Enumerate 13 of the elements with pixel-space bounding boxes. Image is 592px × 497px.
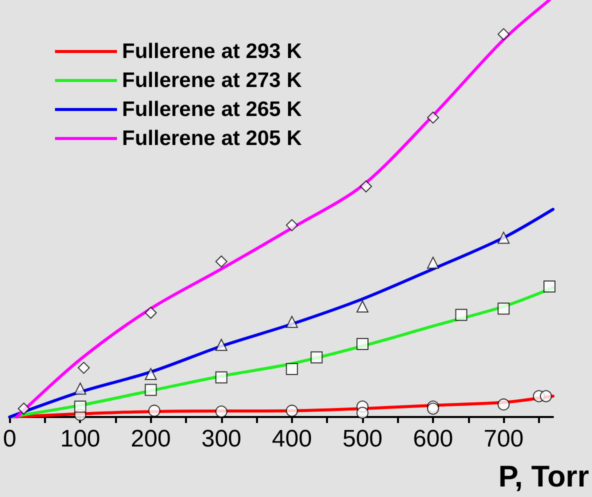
legend-label: Fullerene at 273 K	[122, 69, 302, 92]
x-tick-label: 100	[60, 426, 100, 452]
x-tick-label: 600	[413, 426, 454, 452]
x-axis-title: P, Torr	[498, 460, 590, 494]
x-tick-label: 300	[201, 426, 242, 452]
legend-label: Fullerene at 205 K	[122, 127, 302, 150]
legend-label: Fullerene at 265 K	[122, 98, 302, 121]
x-tick-label: 0	[2, 426, 16, 452]
x-tick-label: 700	[484, 426, 524, 452]
legend-label: Fullerene at 293 K	[122, 40, 302, 63]
x-tick-label: 500	[342, 426, 383, 452]
x-tick-label: 200	[130, 426, 171, 452]
x-tick-label: 400	[272, 426, 312, 452]
